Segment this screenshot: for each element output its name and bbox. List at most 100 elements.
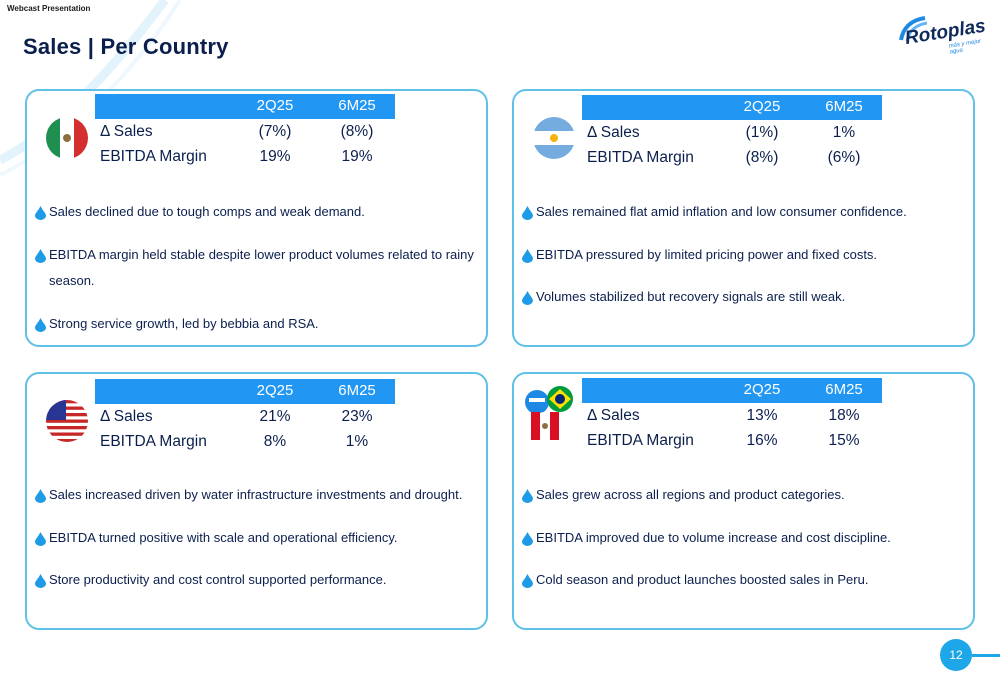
page-title: Sales | Per Country [23, 34, 229, 59]
kpi-value-6m25: 1% [345, 433, 369, 450]
kpi-value-6m25: 18% [828, 407, 860, 424]
bullet-item: Store productivity and cost control supp… [35, 567, 475, 593]
water-drop-icon [522, 489, 533, 503]
kpi-row-sales: Δ Sales (7%) (8%) [95, 119, 395, 144]
bullet-text: EBITDA improved due to volume increase a… [536, 530, 891, 545]
bullet-list: Sales remained flat amid inflation and l… [522, 199, 962, 310]
column-2q25: 2Q25 [743, 381, 781, 398]
water-drop-icon [35, 206, 46, 220]
water-drop-icon [35, 318, 46, 332]
kpi-header-row: 2Q25 6M25 [582, 378, 882, 403]
bullet-text: Strong service growth, led by bebbia and… [49, 316, 319, 331]
kpi-row-ebitda: EBITDA Margin 16% 15% [582, 428, 882, 453]
kpi-label: Δ Sales [587, 124, 640, 141]
kpi-value-6m25: (6%) [827, 149, 861, 166]
kpi-value-6m25: 15% [828, 432, 860, 449]
bullet-text: Sales declined due to tough comps and we… [49, 204, 365, 219]
header-label: Webcast Presentation [7, 4, 91, 13]
bullet-text: Sales remained flat amid inflation and l… [536, 204, 907, 219]
other-countries-flags-icon [523, 382, 578, 442]
country-card-argentina: 2Q25 6M25 Δ Sales (1%) 1% EBITDA Margin … [512, 89, 975, 347]
kpi-label: EBITDA Margin [100, 433, 207, 450]
kpi-header-row: 2Q25 6M25 [95, 379, 395, 404]
bullet-item: Sales increased driven by water infrastr… [35, 482, 475, 508]
kpi-value-2q25: 19% [259, 148, 291, 165]
kpi-value-2q25: (8%) [745, 149, 779, 166]
column-2q25: 2Q25 [743, 98, 781, 115]
bullet-text: Sales grew across all regions and produc… [536, 487, 845, 502]
usa-flag-icon [46, 400, 88, 442]
bullet-text: EBITDA margin held stable despite lower … [49, 247, 474, 288]
bullet-item: EBITDA turned positive with scale and op… [35, 525, 475, 551]
bullet-text: Sales increased driven by water infrastr… [49, 487, 463, 502]
water-drop-icon [522, 291, 533, 305]
mexico-flag-icon [46, 117, 88, 159]
kpi-value-2q25: (1%) [745, 124, 779, 141]
water-drop-icon [522, 206, 533, 220]
kpi-table: 2Q25 6M25 Δ Sales (1%) 1% EBITDA Margin … [582, 95, 882, 170]
bullet-text: EBITDA turned positive with scale and op… [49, 530, 398, 545]
column-6m25: 6M25 [825, 381, 863, 398]
bullet-text: Cold season and product launches boosted… [536, 572, 869, 587]
kpi-label: EBITDA Margin [100, 148, 207, 165]
kpi-row-ebitda: EBITDA Margin (8%) (6%) [582, 145, 882, 170]
kpi-header-row: 2Q25 6M25 [582, 95, 882, 120]
kpi-row-ebitda: EBITDA Margin 19% 19% [95, 144, 395, 169]
bullet-item: EBITDA pressured by limited pricing powe… [522, 242, 962, 268]
bullet-item: EBITDA margin held stable despite lower … [35, 242, 475, 294]
kpi-value-2q25: 8% [263, 433, 287, 450]
water-drop-icon [522, 249, 533, 263]
kpi-row-sales: Δ Sales 21% 23% [95, 404, 395, 429]
column-6m25: 6M25 [338, 382, 376, 399]
kpi-label: Δ Sales [587, 407, 640, 424]
logo-wave-icon [899, 16, 928, 42]
bullet-list: Sales declined due to tough comps and we… [35, 199, 475, 337]
water-drop-icon [35, 249, 46, 263]
kpi-label: EBITDA Margin [587, 432, 694, 449]
water-drop-icon [35, 489, 46, 503]
bullet-text: Store productivity and cost control supp… [49, 572, 387, 587]
kpi-label: EBITDA Margin [587, 149, 694, 166]
kpi-row-sales: Δ Sales (1%) 1% [582, 120, 882, 145]
column-6m25: 6M25 [338, 97, 376, 114]
bullet-item: Strong service growth, led by bebbia and… [35, 311, 475, 337]
water-drop-icon [522, 532, 533, 546]
column-2q25: 2Q25 [256, 97, 294, 114]
kpi-value-6m25: 23% [341, 408, 373, 425]
column-2q25: 2Q25 [256, 382, 294, 399]
bullet-list: Sales increased driven by water infrastr… [35, 482, 475, 593]
bullet-list: Sales grew across all regions and produc… [522, 482, 962, 593]
kpi-value-2q25: 21% [259, 408, 291, 425]
kpi-table: 2Q25 6M25 Δ Sales (7%) (8%) EBITDA Margi… [95, 94, 395, 169]
column-6m25: 6M25 [825, 98, 863, 115]
page-number-line [972, 654, 1000, 657]
kpi-value-2q25: (7%) [258, 123, 292, 140]
country-card-usa: 2Q25 6M25 Δ Sales 21% 23% EBITDA Margin … [25, 372, 488, 630]
kpi-value-2q25: 13% [746, 407, 778, 424]
kpi-value-2q25: 16% [746, 432, 778, 449]
country-card-mexico: 2Q25 6M25 Δ Sales (7%) (8%) EBITDA Margi… [25, 89, 488, 347]
bullet-item: Sales remained flat amid inflation and l… [522, 199, 962, 225]
bullet-item: Sales declined due to tough comps and we… [35, 199, 475, 225]
kpi-value-6m25: 1% [832, 124, 856, 141]
kpi-label: Δ Sales [100, 123, 153, 140]
country-card-other: 2Q25 6M25 Δ Sales 13% 18% EBITDA Margin … [512, 372, 975, 630]
bullet-text: EBITDA pressured by limited pricing powe… [536, 247, 878, 262]
water-drop-icon [35, 574, 46, 588]
bullet-item: Sales grew across all regions and produc… [522, 482, 962, 508]
rotoplas-logo: Rotoplas más y mejor agua [895, 14, 995, 58]
argentina-flag-icon [533, 117, 575, 159]
kpi-row-sales: Δ Sales 13% 18% [582, 403, 882, 428]
kpi-value-6m25: 19% [341, 148, 373, 165]
kpi-value-6m25: (8%) [340, 123, 374, 140]
bullet-item: Cold season and product launches boosted… [522, 567, 962, 593]
bullet-text: Volumes stabilized but recovery signals … [536, 289, 846, 304]
kpi-row-ebitda: EBITDA Margin 8% 1% [95, 429, 395, 454]
kpi-header-row: 2Q25 6M25 [95, 94, 395, 119]
kpi-table: 2Q25 6M25 Δ Sales 13% 18% EBITDA Margin … [582, 378, 882, 453]
kpi-label: Δ Sales [100, 408, 153, 425]
water-drop-icon [522, 574, 533, 588]
page-number-badge: 12 [940, 639, 972, 671]
water-drop-icon [35, 532, 46, 546]
bullet-item: EBITDA improved due to volume increase a… [522, 525, 962, 551]
